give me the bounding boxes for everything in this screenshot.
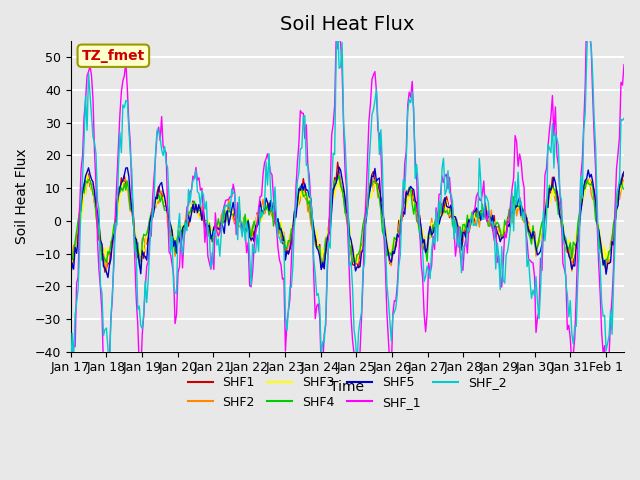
Line: SHF3: SHF3 (70, 172, 624, 266)
SHF1 (334, 159, 342, 165)
SHF1 (620, 171, 628, 177)
SHF_2 (159, 153, 167, 158)
Line: SHF4: SHF4 (70, 176, 624, 269)
SHF_1 (611, 205, 619, 211)
SHF4 (352, 260, 360, 265)
SHF2 (253, 220, 261, 226)
SHF5 (255, 219, 262, 225)
SHF3 (67, 253, 74, 259)
SHF_1 (352, 378, 360, 384)
SHF_1 (349, 337, 356, 343)
SHF3 (350, 250, 358, 256)
SHF5 (138, 248, 146, 254)
SHF3 (474, 215, 482, 221)
SHF4 (476, 209, 483, 215)
X-axis label: Time: Time (330, 380, 364, 394)
SHF2 (611, 211, 619, 216)
SHF4 (335, 173, 343, 179)
SHF_2 (350, 326, 358, 332)
SHF_1 (158, 114, 166, 120)
SHF1 (67, 261, 74, 267)
Line: SHF_1: SHF_1 (70, 10, 624, 381)
SHF1 (159, 198, 167, 204)
SHF_2 (255, 249, 262, 254)
Text: TZ_fmet: TZ_fmet (82, 49, 145, 63)
SHF1 (352, 259, 360, 265)
SHF3 (611, 211, 619, 217)
SHF1 (255, 221, 262, 227)
SHF2 (67, 252, 74, 258)
Line: SHF2: SHF2 (70, 174, 624, 271)
SHF_2 (584, 10, 592, 15)
SHF2 (335, 171, 343, 177)
SHF3 (620, 179, 628, 185)
SHF4 (67, 248, 74, 253)
SHF2 (568, 268, 575, 274)
SHF1 (476, 216, 483, 221)
SHF_2 (106, 371, 113, 376)
SHF2 (158, 189, 166, 194)
SHF2 (137, 258, 145, 264)
SHF_1 (67, 372, 74, 378)
Legend: SHF1, SHF2, SHF3, SHF4, SHF5, SHF_1, SHF_2: SHF1, SHF2, SHF3, SHF4, SHF5, SHF_1, SHF… (182, 372, 512, 414)
SHF_2 (611, 238, 619, 244)
SHF5 (620, 169, 628, 175)
SHF3 (159, 195, 167, 201)
SHF4 (611, 215, 619, 221)
SHF4 (255, 217, 262, 223)
SHF_1 (620, 62, 628, 68)
SHF4 (138, 240, 146, 246)
Y-axis label: Soil Heat Flux: Soil Heat Flux (15, 148, 29, 244)
SHF5 (335, 164, 343, 170)
Line: SHF5: SHF5 (70, 167, 624, 277)
Title: Soil Heat Flux: Soil Heat Flux (280, 15, 415, 34)
SHF_1 (253, 222, 261, 228)
SHF_2 (138, 326, 146, 332)
SHF1 (138, 247, 146, 252)
SHF4 (620, 186, 628, 192)
SHF5 (67, 275, 74, 280)
SHF_2 (620, 116, 628, 121)
SHF4 (159, 202, 167, 207)
SHF5 (104, 275, 112, 280)
SHF1 (611, 220, 619, 226)
SHF3 (138, 242, 146, 248)
SHF3 (255, 218, 262, 224)
SHF3 (599, 264, 607, 269)
SHF1 (101, 269, 109, 275)
Line: SHF1: SHF1 (70, 162, 624, 272)
SHF5 (611, 220, 619, 226)
SHF5 (476, 210, 483, 216)
SHF_1 (137, 374, 145, 380)
SHF_2 (67, 371, 74, 376)
SHF5 (352, 268, 360, 274)
SHF4 (137, 266, 145, 272)
SHF_1 (474, 190, 482, 196)
SHF_1 (583, 7, 591, 13)
Line: SHF_2: SHF_2 (70, 12, 624, 373)
SHF5 (159, 189, 167, 194)
SHF2 (620, 177, 628, 183)
SHF2 (474, 213, 482, 219)
SHF3 (83, 169, 91, 175)
SHF2 (350, 253, 358, 259)
SHF_2 (474, 215, 482, 220)
